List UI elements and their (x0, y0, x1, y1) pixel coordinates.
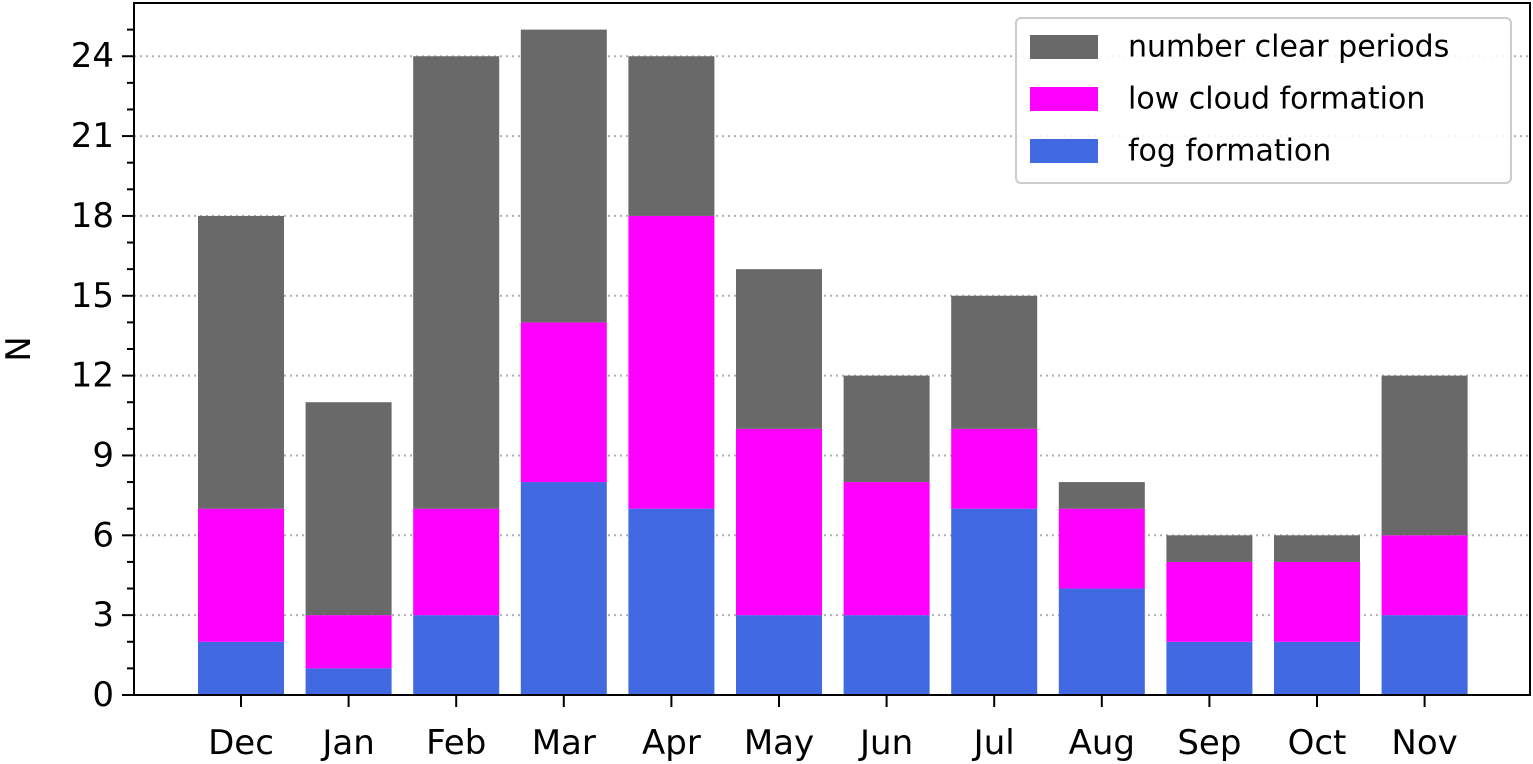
x-tick-label: Jun (858, 723, 913, 763)
y-tick-label: 12 (71, 356, 114, 396)
legend: number clear periods low cloud formation f… (1015, 17, 1512, 184)
y-tick-label: 15 (71, 276, 114, 316)
y-tick-label: 18 (71, 196, 114, 236)
legend-label: fog formation (1128, 134, 1331, 169)
legend-box (1015, 17, 1512, 184)
bar-segment (736, 615, 822, 695)
bar-segment (628, 508, 715, 695)
x-tick-label: Jul (972, 723, 1015, 763)
bar-segment (1274, 561, 1360, 642)
grid-lines (134, 55, 1530, 617)
bar-segment (305, 668, 392, 695)
x-tick-label: Jan (320, 723, 374, 763)
y-tick-label: 21 (71, 116, 114, 156)
y-tick-label: 9 (92, 435, 114, 475)
y-tick-label: 6 (92, 515, 114, 555)
bar-segment (198, 641, 284, 695)
bar-segment (413, 615, 500, 695)
bar-segment (628, 215, 715, 509)
x-tick-label: Sep (1177, 723, 1241, 763)
bar-segment (951, 295, 1038, 429)
bar-segment (1381, 375, 1468, 536)
x-tick-label: Mar (532, 723, 596, 763)
bar-segment (520, 29, 607, 323)
bar-segment (520, 482, 607, 695)
bar-segment (1166, 641, 1253, 695)
y-axis-title: N (0, 336, 39, 361)
bar-segment (843, 482, 930, 616)
x-tick-label: Nov (1391, 723, 1457, 763)
bars (198, 29, 1468, 695)
bar-segment (843, 375, 930, 483)
y-axis: 0 3 6 9 12 15 18 21 24 (71, 28, 134, 715)
bar-segment (413, 56, 500, 509)
bar-segment (1274, 535, 1360, 562)
bar-segment (1381, 535, 1468, 616)
legend-label: number clear periods (1128, 30, 1449, 65)
bar-segment (1166, 561, 1253, 642)
x-tick-label: May (744, 723, 814, 763)
x-tick-label: Apr (642, 723, 701, 763)
bar-segment (843, 615, 930, 695)
legend-swatch (1030, 139, 1098, 163)
bar-segment (1274, 641, 1360, 695)
bar-segment (1058, 482, 1145, 509)
bar-segment (520, 322, 607, 483)
x-axis: Dec Jan Feb Mar Apr May Jun Jul Aug Sep Oct Nov (208, 695, 1458, 763)
bar-segment (1166, 535, 1253, 562)
bar-segment (736, 269, 822, 429)
y-tick-label: 0 (92, 675, 114, 715)
bar-segment (628, 56, 715, 216)
bar-segment (198, 508, 284, 642)
x-tick-label: Feb (426, 723, 486, 763)
bar-segment (305, 402, 392, 616)
y-tick-label: 24 (71, 36, 114, 76)
y-tick-label: 3 (92, 595, 114, 635)
bar-segment (413, 508, 500, 616)
bar-segment (951, 428, 1038, 509)
legend-swatch (1030, 87, 1098, 111)
bar-segment (1381, 615, 1468, 695)
bar-segment (736, 428, 822, 616)
legend-label: low cloud formation (1128, 82, 1425, 117)
bar-segment (198, 215, 284, 509)
bar-segment (1058, 508, 1145, 589)
bar-segment (305, 615, 392, 669)
x-tick-label: Aug (1069, 723, 1135, 763)
x-tick-label: Dec (208, 723, 274, 763)
x-tick-label: Oct (1288, 723, 1347, 763)
bar-segment (1058, 588, 1145, 695)
legend-swatch (1030, 35, 1098, 59)
bar-segment (951, 508, 1038, 695)
